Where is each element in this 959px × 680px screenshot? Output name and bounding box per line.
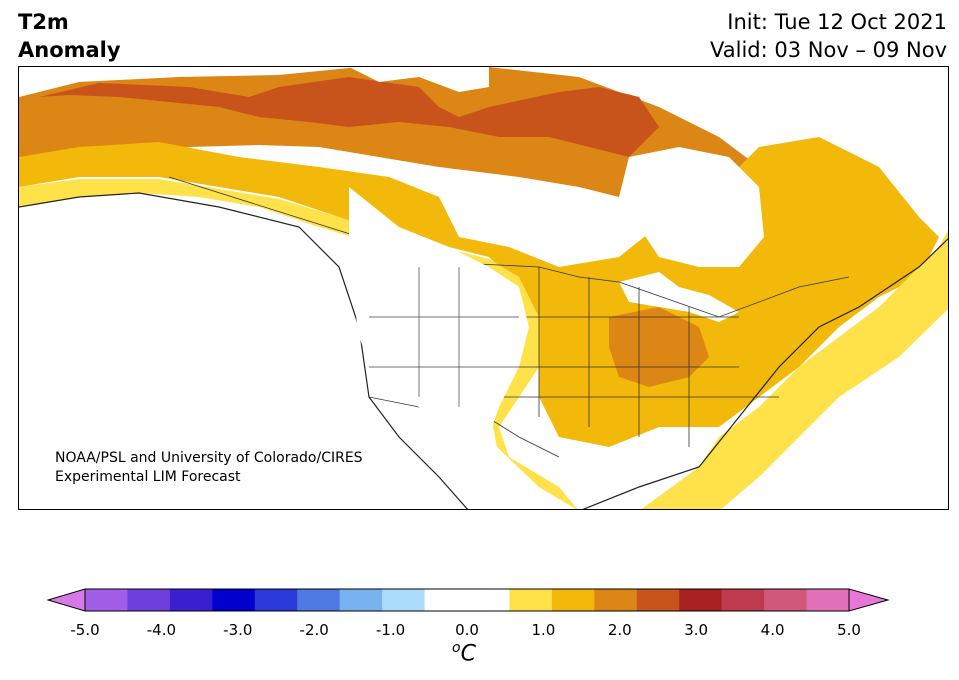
colorbar-bin [212, 589, 256, 611]
colorbar-bin [467, 589, 510, 611]
valid-date-range: Valid: 03 Nov – 09 Nov [710, 38, 947, 62]
colorbar [46, 588, 890, 612]
colorbar-under-arrow [46, 588, 86, 612]
band-0-west-us [349, 187, 529, 437]
colorbar-tick-label: 5.0 [837, 621, 861, 639]
colorbar-bin [85, 589, 128, 611]
colorbar-tick-label: -4.0 [146, 621, 177, 639]
west-us-borders [369, 267, 519, 407]
coastline [19, 192, 948, 509]
colorbar-bin [551, 589, 595, 611]
colorbar-bin [764, 589, 808, 611]
colorbar-bin [636, 589, 680, 611]
colorbar-bin [594, 589, 638, 611]
colorbar-tick-label: 4.0 [760, 621, 785, 639]
colorbar-over-arrow [848, 588, 890, 612]
colorbar-bin [806, 589, 850, 611]
colorbar-tick-label: -5.0 [70, 621, 100, 639]
colorbar-bin [297, 589, 341, 611]
colorbar-tick-label: -3.0 [223, 621, 253, 639]
unit-degree: o [452, 640, 461, 656]
colorbar-bin [382, 589, 426, 611]
colorbar-bin [721, 589, 765, 611]
great-lakes [619, 272, 739, 322]
forecast-dates: Init: Tue 12 Oct 2021 Valid: 03 Nov – 09… [710, 8, 947, 64]
colorbar-tick-label: 3.0 [684, 621, 709, 639]
colorbar-unit: oC [452, 640, 476, 666]
band-2-5-north [39, 77, 659, 157]
credit-line-1: NOAA/PSL and University of Colorado/CIRE… [55, 450, 363, 466]
colorbar-bin [509, 589, 553, 611]
colorbar-bin [127, 589, 171, 611]
colorbar-frame [84, 588, 850, 612]
title-line-1: T2m [18, 10, 69, 34]
colorbar-tick-label: 1.0 [531, 621, 556, 639]
colorbar-tick-label: -1.0 [375, 621, 406, 639]
map-title: T2m Anomaly [18, 8, 121, 64]
colorbar-bin [679, 589, 723, 611]
colorbar-bin [339, 589, 383, 611]
credit-line-2: Experimental LIM Forecast [55, 469, 241, 485]
title-line-2: Anomaly [18, 38, 121, 62]
colorbar-bin [169, 589, 213, 611]
map-credit: NOAA/PSL and University of Colorado/CIRE… [55, 449, 363, 487]
anomaly-shading [19, 67, 948, 509]
colorbar-tick-label: -2.0 [299, 621, 329, 639]
colorbar-bin [424, 589, 468, 611]
colorbar-bin [254, 589, 298, 611]
hudson-bay [619, 147, 764, 267]
anomaly-map [18, 66, 949, 510]
init-date: Init: Tue 12 Oct 2021 [727, 10, 947, 34]
colorbar-tick-label: 2.0 [607, 621, 632, 639]
arctic-water [349, 67, 489, 92]
colorbar-tick-label: 0.0 [455, 621, 479, 639]
unit-celsius: C [460, 641, 476, 667]
